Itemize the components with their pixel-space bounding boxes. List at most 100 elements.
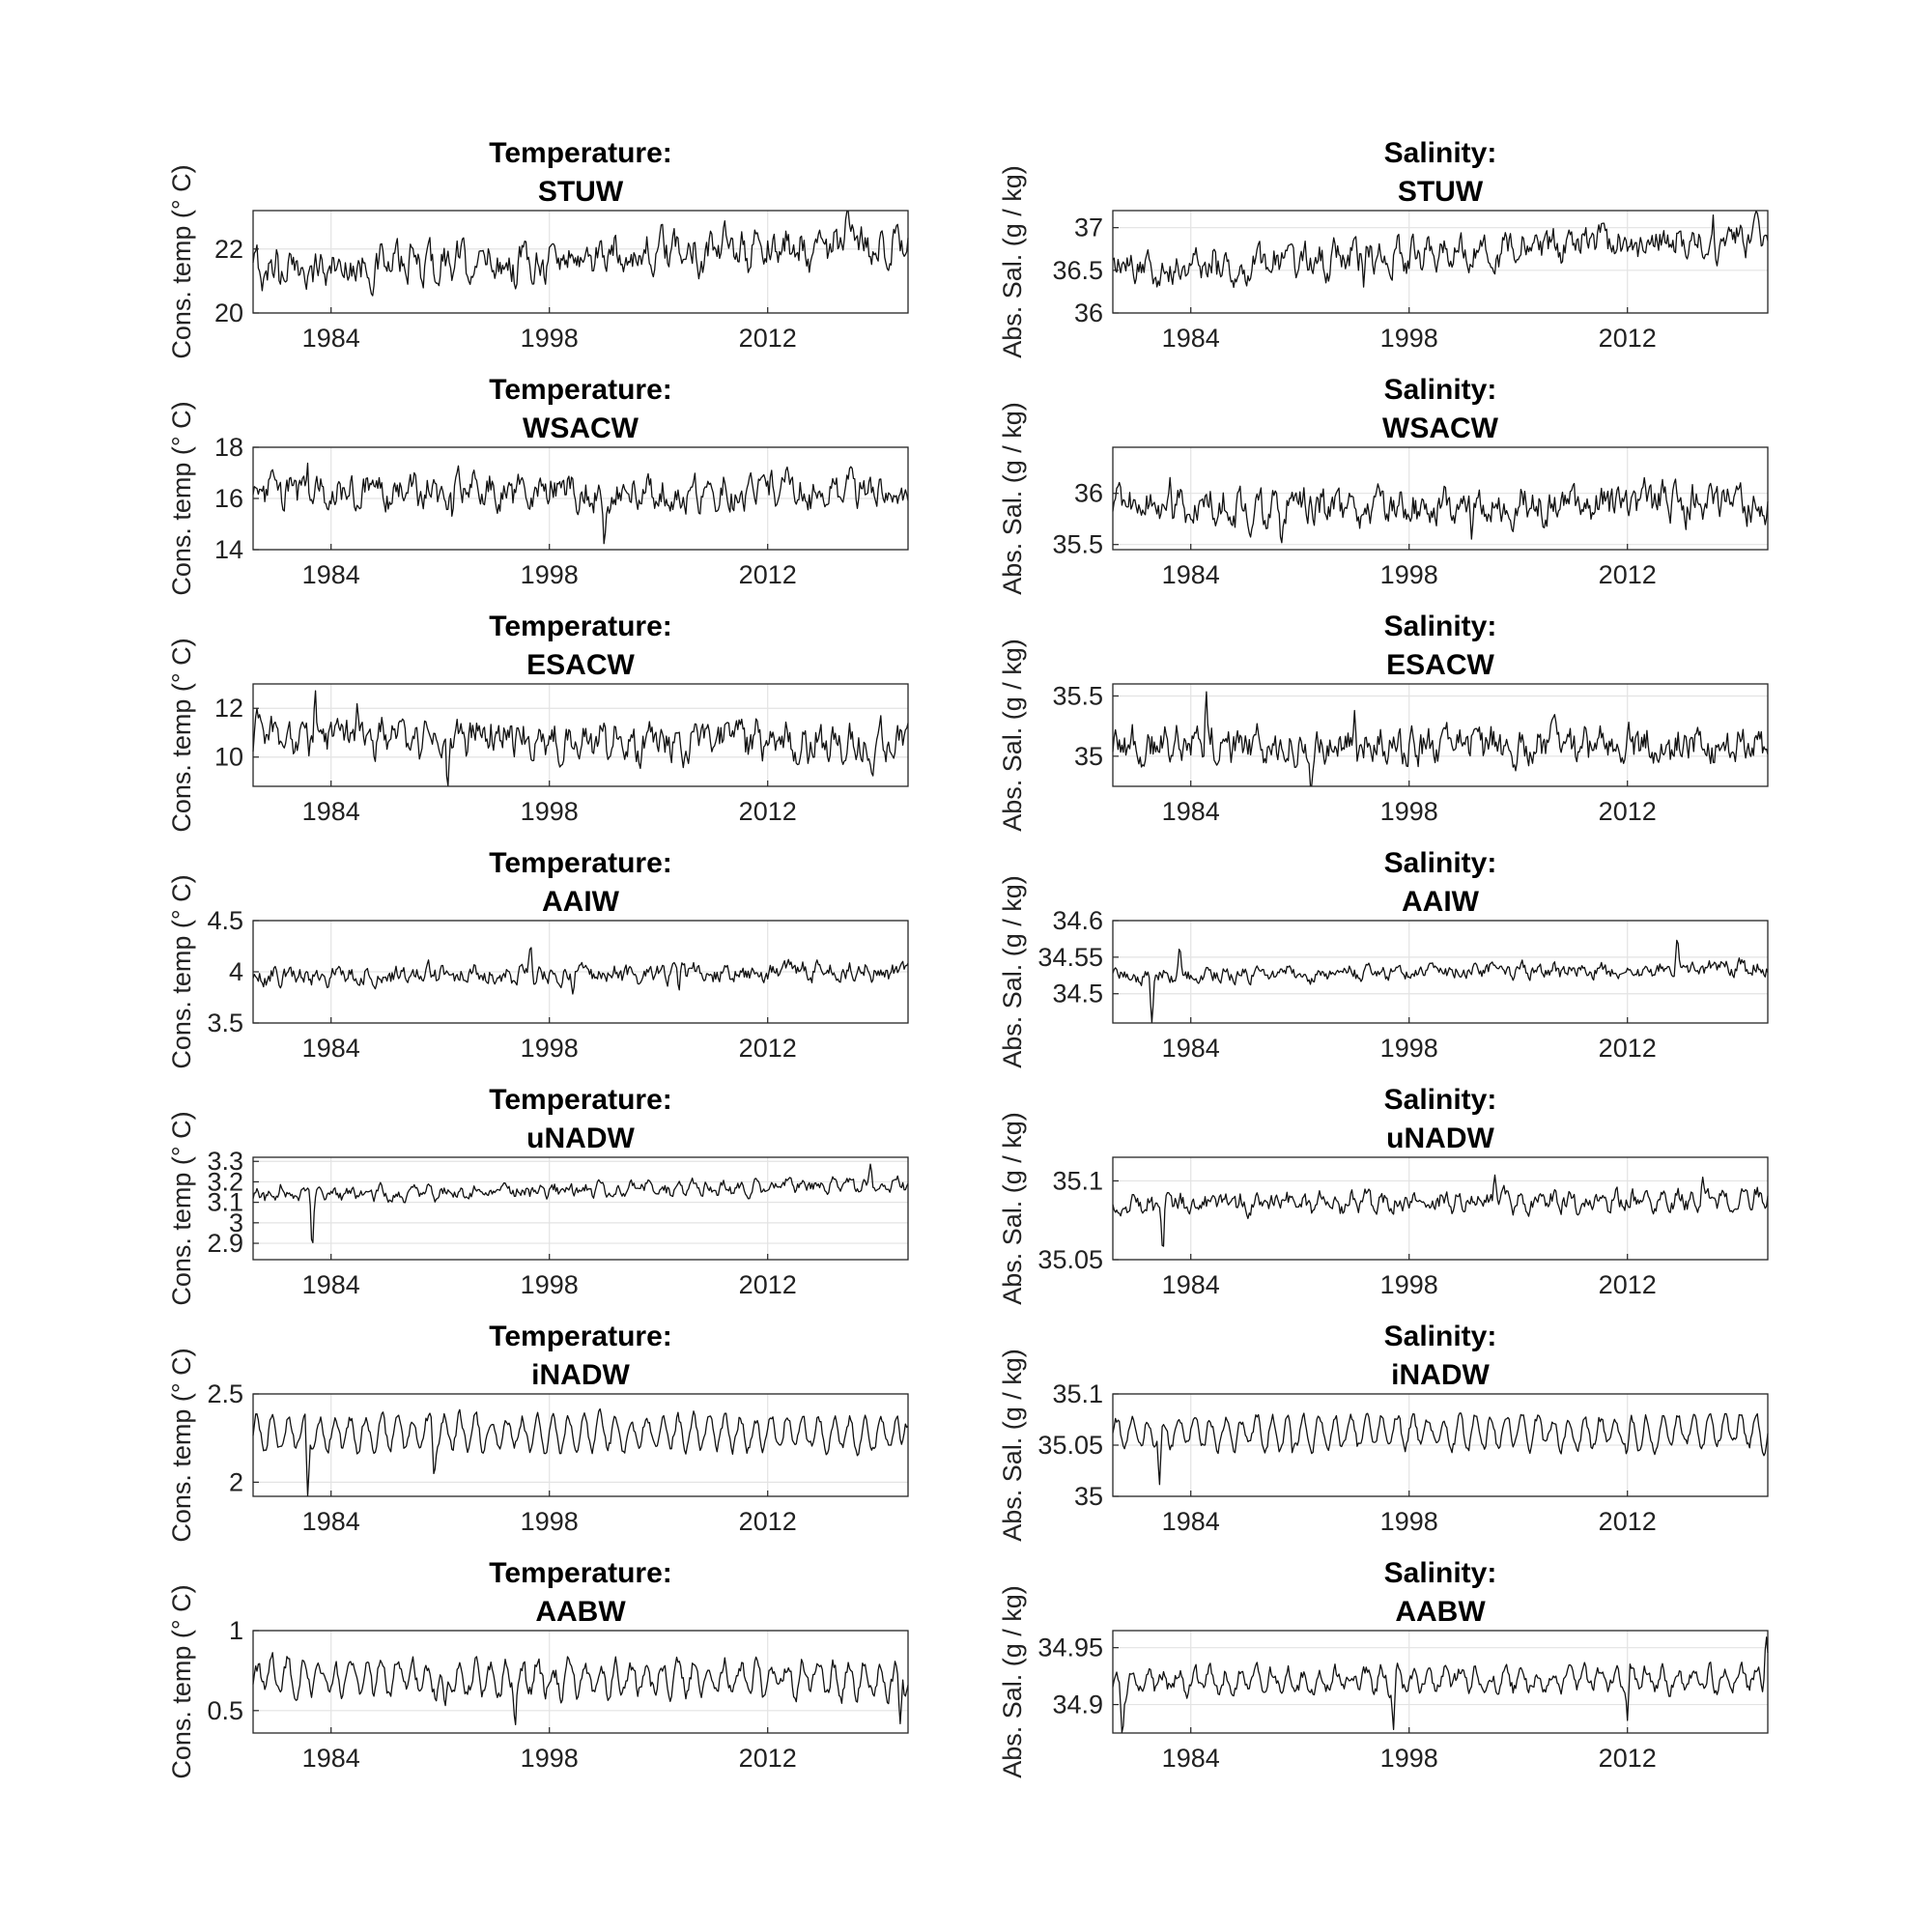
panel-unadw-temperature-ytick-label-1: 3 [229, 1208, 243, 1237]
panel-aabw-salinity: Salinity: AABW 1984 1998 2012 34.9 34.95 Abs. S… [998, 1557, 1769, 1778]
panel-wsacw-salinity-xtick-label-0: 1984 [1162, 560, 1220, 589]
panel-stuw-salinity-axes-box [1112, 210, 1769, 314]
panel-wsacw-salinity-series-line [1112, 476, 1769, 544]
panel-wsacw-salinity-ylabel: Abs. Sal. (g / kg) [998, 402, 1027, 595]
panel-esacw-temperature-ytick-label-1: 12 [214, 694, 243, 723]
panel-esacw-temperature-xtick-label-2: 2012 [739, 797, 797, 826]
panel-inadw-salinity-series-line [1112, 1412, 1769, 1486]
panel-aaiw-salinity-xtick-label-0: 1984 [1162, 1034, 1220, 1063]
panel-inadw-salinity-xtick-label-1: 1998 [1380, 1507, 1438, 1536]
panel-wsacw-temperature: Temperature: WSACW 1984 1998 2012 14 16 18 Cons.… [167, 374, 909, 596]
panel-stuw-temperature-xtick-label-0: 1984 [302, 324, 360, 353]
panel-aabw-salinity-title-line1: Salinity: [1384, 1557, 1497, 1589]
panel-unadw-salinity-ylabel: Abs. Sal. (g / kg) [998, 1112, 1027, 1305]
panel-wsacw-temperature-title-line1: Temperature: [489, 374, 672, 406]
panel-stuw-salinity-xtick-label-0: 1984 [1162, 324, 1220, 353]
panel-esacw-temperature-ytick-label-0: 10 [214, 743, 243, 772]
panel-aabw-temperature-ytick-label-0: 0.5 [207, 1696, 243, 1725]
panel-stuw-temperature-title-line1: Temperature: [489, 137, 672, 169]
panel-aabw-temperature-title-line2: AABW [535, 1596, 626, 1628]
panel-stuw-salinity-ytick-label-2: 37 [1074, 213, 1103, 242]
panel-wsacw-salinity-title-line1: Salinity: [1384, 374, 1497, 406]
panel-esacw-salinity-xtick-label-1: 1998 [1380, 797, 1438, 826]
panel-aaiw-temperature-xtick-label-1: 1998 [521, 1034, 579, 1063]
panel-wsacw-temperature-ytick-label-1: 16 [214, 484, 243, 513]
panel-aabw-salinity-title-line2: AABW [1395, 1596, 1486, 1628]
panel-wsacw-temperature-xtick-label-2: 2012 [739, 560, 797, 589]
panel-stuw-salinity-ytick-label-1: 36.5 [1052, 256, 1103, 285]
panel-aaiw-salinity-ylabel: Abs. Sal. (g / kg) [998, 875, 1027, 1068]
panel-aaiw-salinity-ytick-label-1: 34.55 [1037, 943, 1103, 972]
panel-inadw-temperature-series-line [252, 1407, 909, 1497]
panel-inadw-temperature-title-line2: iNADW [531, 1359, 630, 1391]
panel-esacw-salinity-ytick-label-1: 35.5 [1052, 681, 1103, 710]
panel-aabw-temperature-xtick-label-0: 1984 [302, 1744, 360, 1773]
panel-esacw-temperature-series-line [252, 690, 909, 787]
panel-esacw-salinity-ylabel: Abs. Sal. (g / kg) [998, 639, 1027, 832]
panel-aaiw-temperature-series-line [252, 947, 909, 995]
panel-aaiw-temperature-title-line2: AAIW [542, 886, 620, 918]
panel-unadw-temperature-xtick-label-0: 1984 [302, 1270, 360, 1299]
panel-aabw-temperature-xtick-label-1: 1998 [521, 1744, 579, 1773]
panel-esacw-salinity-xtick-label-2: 2012 [1599, 797, 1657, 826]
panel-inadw-salinity-title-line1: Salinity: [1384, 1321, 1497, 1352]
panel-inadw-salinity-xtick-label-2: 2012 [1599, 1507, 1657, 1536]
panel-unadw-temperature-ytick-label-4: 3.3 [207, 1147, 243, 1176]
panel-wsacw-temperature-series-line [252, 462, 909, 545]
panel-unadw-salinity-xtick-label-1: 1998 [1380, 1270, 1438, 1299]
panel-esacw-salinity-ytick-label-0: 35 [1074, 742, 1103, 771]
panel-inadw-temperature-xtick-label-1: 1998 [521, 1507, 579, 1536]
panel-inadw-temperature-ytick-label-0: 2 [229, 1467, 243, 1496]
panel-unadw-salinity-series-line [1112, 1174, 1769, 1247]
panel-inadw-salinity-ytick-label-2: 35.1 [1052, 1379, 1103, 1408]
panel-unadw-salinity-ytick-label-1: 35.1 [1052, 1166, 1103, 1195]
panel-aaiw-salinity-axes-box [1112, 920, 1769, 1024]
panel-unadw-salinity-xtick-label-2: 2012 [1599, 1270, 1657, 1299]
panel-aaiw-temperature-ytick-label-0: 3.5 [207, 1009, 243, 1037]
panel-aabw-salinity-xtick-label-0: 1984 [1162, 1744, 1220, 1773]
panel-wsacw-salinity-axes-box [1112, 446, 1769, 551]
panel-stuw-temperature-axes-box [252, 210, 909, 314]
panel-unadw-temperature-xtick-label-2: 2012 [739, 1270, 797, 1299]
panel-stuw-temperature-xtick-label-1: 1998 [521, 324, 579, 353]
panel-aabw-salinity-ylabel: Abs. Sal. (g / kg) [998, 1585, 1027, 1778]
panel-aaiw-temperature-xtick-label-0: 1984 [302, 1034, 360, 1063]
panel-wsacw-temperature-ytick-label-2: 18 [214, 433, 243, 462]
panel-wsacw-temperature-title-line2: WSACW [523, 412, 639, 444]
panel-unadw-salinity: Salinity: uNADW 1984 1998 2012 35.05 35.1 Abs. … [998, 1084, 1769, 1305]
panel-unadw-temperature-title-line2: uNADW [526, 1122, 635, 1154]
panel-wsacw-temperature-ylabel: Cons. temp (° C) [167, 401, 196, 595]
panel-aaiw-salinity-ytick-label-0: 34.5 [1052, 980, 1103, 1009]
panel-inadw-temperature-title-line1: Temperature: [489, 1321, 672, 1352]
panel-stuw-salinity-xtick-label-2: 2012 [1599, 324, 1657, 353]
panel-aaiw-temperature-ytick-label-2: 4.5 [207, 906, 243, 935]
panel-unadw-salinity-ytick-label-0: 35.05 [1037, 1245, 1103, 1274]
panel-aabw-salinity-series-line [1112, 1636, 1769, 1734]
panel-aaiw-temperature: Temperature: AAIW 1984 1998 2012 3.5 4 4.5 Cons.… [167, 847, 909, 1069]
panel-aaiw-temperature-ylabel: Cons. temp (° C) [167, 874, 196, 1068]
panel-wsacw-temperature-xtick-label-1: 1998 [521, 560, 579, 589]
panel-esacw-salinity-title-line1: Salinity: [1384, 611, 1497, 642]
panel-esacw-temperature-title-line1: Temperature: [489, 611, 672, 642]
panel-aabw-salinity-ytick-label-1: 34.95 [1037, 1634, 1103, 1662]
panel-wsacw-salinity-xtick-label-1: 1998 [1380, 560, 1438, 589]
panel-inadw-salinity-ylabel: Abs. Sal. (g / kg) [998, 1349, 1027, 1542]
panel-aaiw-salinity-xtick-label-1: 1998 [1380, 1034, 1438, 1063]
panel-wsacw-salinity-ytick-label-0: 35.5 [1052, 530, 1103, 559]
panel-aaiw-salinity-ytick-label-2: 34.6 [1052, 906, 1103, 935]
panel-aabw-temperature-series-line [252, 1652, 909, 1726]
panel-esacw-temperature-axes-box [252, 683, 909, 787]
panel-inadw-salinity-ytick-label-0: 35 [1074, 1482, 1103, 1511]
panel-inadw-salinity-xtick-label-0: 1984 [1162, 1507, 1220, 1536]
panel-unadw-salinity-axes-box [1112, 1156, 1769, 1261]
panel-wsacw-temperature-xtick-label-0: 1984 [302, 560, 360, 589]
panel-stuw-temperature: Temperature: STUW 1984 1998 2012 20 22 Cons. te… [167, 137, 909, 359]
panel-unadw-temperature-ytick-label-3: 3.2 [207, 1167, 243, 1196]
panel-stuw-temperature-series-line [252, 210, 909, 297]
panel-inadw-temperature-ylabel: Cons. temp (° C) [167, 1348, 196, 1542]
panel-aaiw-salinity: Salinity: AAIW 1984 1998 2012 34.5 34.55 34.6 Ab… [998, 847, 1769, 1068]
panel-stuw-salinity-ytick-label-0: 36 [1074, 298, 1103, 327]
panel-aabw-temperature-ytick-label-1: 1 [229, 1616, 243, 1645]
panel-unadw-salinity-title-line2: uNADW [1386, 1122, 1494, 1154]
